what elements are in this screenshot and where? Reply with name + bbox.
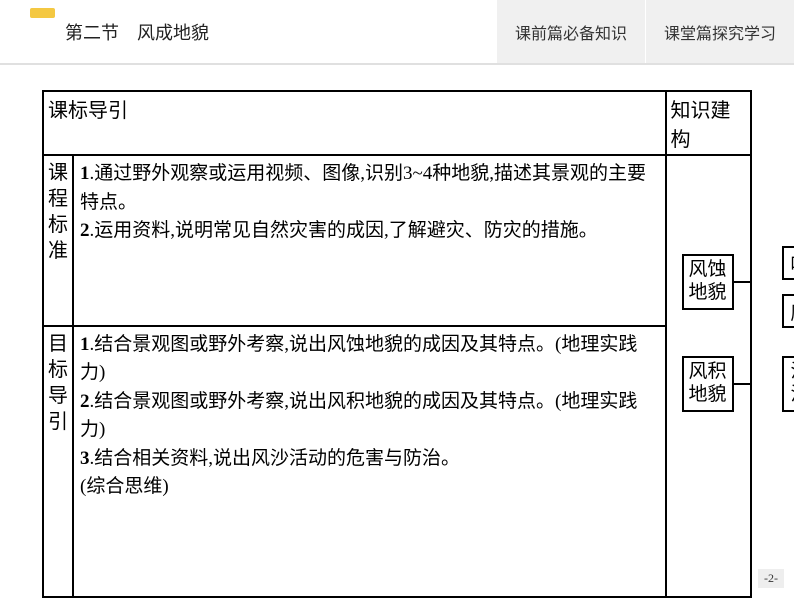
node-b2: 磨蚀	[782, 294, 794, 328]
node-b1: 吹蚀	[782, 246, 794, 280]
main-table: 课标导引 知识建构 课程标准 1.通过野外观察或运用视频、图像,识别3~4种地貌…	[42, 90, 752, 598]
row1-label: 课程标准	[43, 155, 73, 326]
node-a2: 风积地貌	[682, 356, 734, 412]
node-a1: 风蚀地貌	[682, 254, 734, 310]
row2-label: 目标导引	[43, 326, 73, 597]
header-left: 课标导引	[43, 91, 666, 155]
logo-icon	[30, 8, 55, 18]
tabs: 课前篇必备知识 课堂篇探究学习	[496, 0, 794, 63]
node-b3: 沙粒沉降	[782, 356, 794, 412]
page-number: -2-	[758, 569, 784, 588]
tab-prerequisite[interactable]: 课前篇必备知识	[496, 0, 645, 63]
header: 第二节 风成地貌 课前篇必备知识 课堂篇探究学习	[0, 0, 794, 65]
row2-content: 1.结合景观图或野外考察,说出风蚀地貌的成因及其特点。(地理实践力)2.结合景观…	[73, 326, 666, 597]
header-right: 知识建构	[666, 91, 751, 155]
knowledge-diagram: 风蚀地貌风积地貌吹蚀磨蚀沙粒沉降风力作用风沙活动危害防治	[667, 156, 750, 596]
diagram-cell: 风蚀地貌风积地貌吹蚀磨蚀沙粒沉降风力作用风沙活动危害防治	[666, 155, 751, 597]
row1-content: 1.通过野外观察或运用视频、图像,识别3~4种地貌,描述其景观的主要特点。2.运…	[73, 155, 666, 326]
section-title: 第二节 风成地貌	[65, 19, 209, 45]
tab-inquiry[interactable]: 课堂篇探究学习	[645, 0, 794, 63]
